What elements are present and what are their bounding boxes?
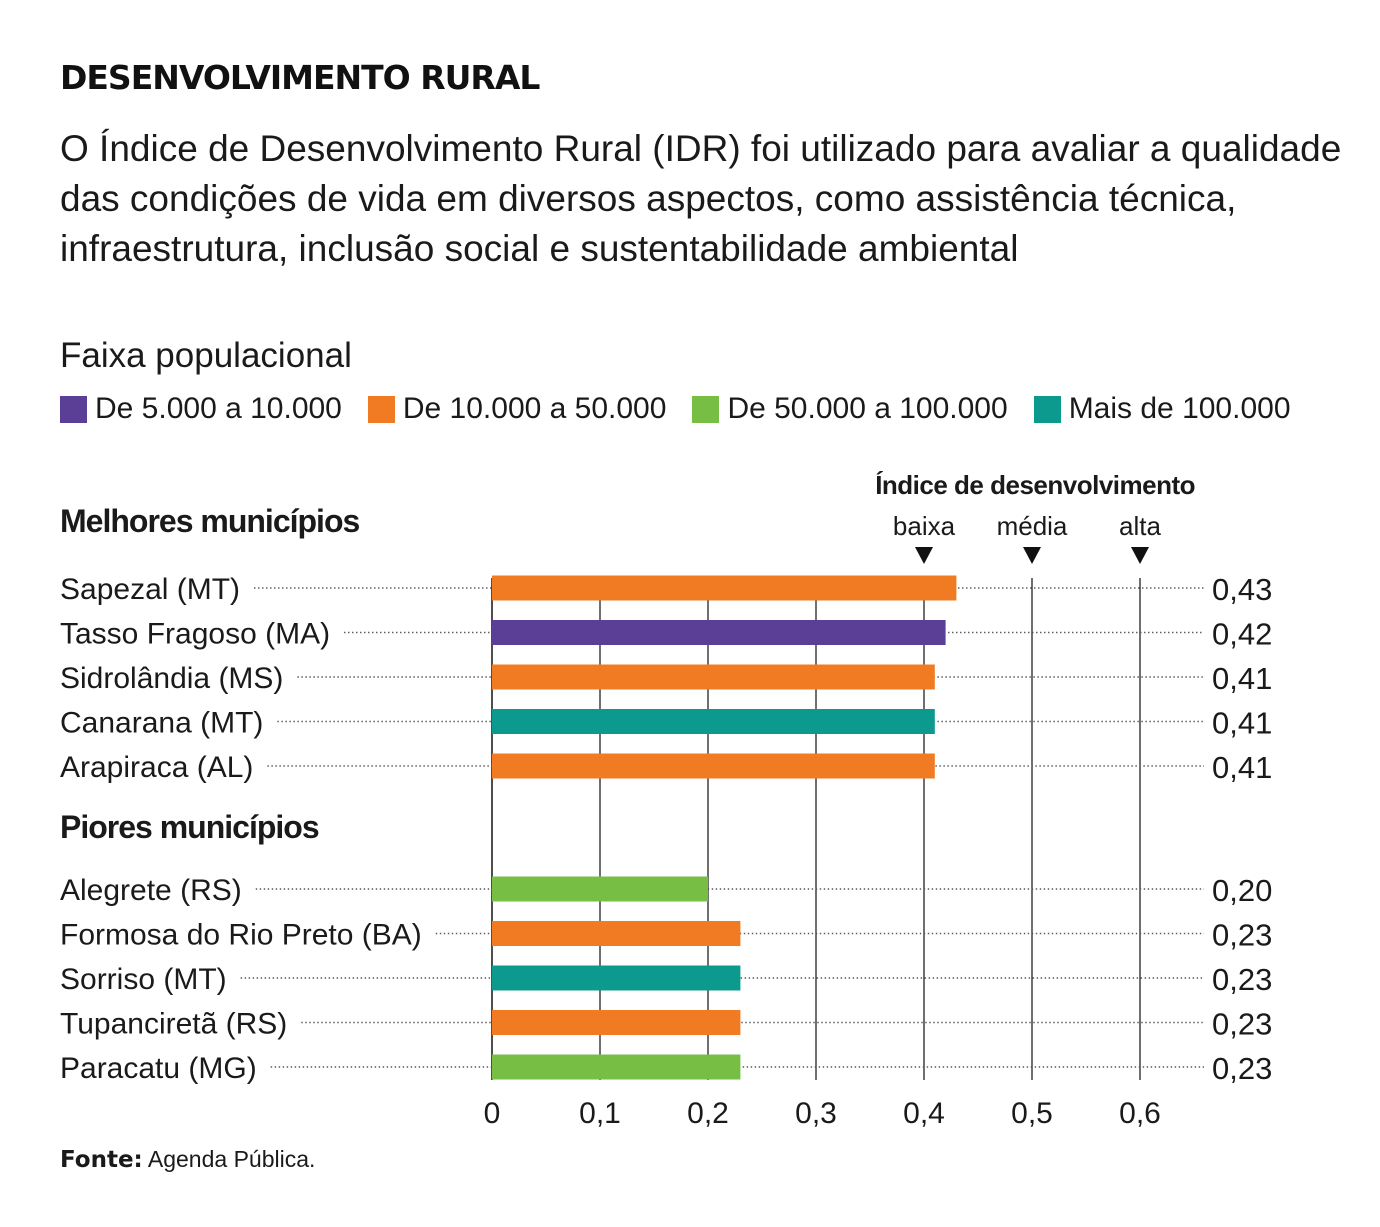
tick-label: 0,6 [1119,1097,1161,1130]
legend-label: De 5.000 a 10.000 [95,392,342,425]
bar [492,1054,741,1080]
bar-value-label: 0,41 [1212,661,1272,696]
marker-arrow [1023,547,1041,564]
bar [492,1010,741,1035]
legend-swatch [1033,395,1061,423]
legend-label: De 10.000 a 50.000 [402,392,667,425]
bar [492,620,946,645]
legend-swatch [367,395,395,423]
bar-value-label: 0,42 [1212,617,1272,652]
bar-value-label: 0,23 [1212,962,1272,997]
bar [492,876,708,902]
bar-value-label: 0,23 [1212,1007,1272,1042]
legend-swatch [60,395,87,423]
index-header: Índice de desenvolvimento [875,470,1195,500]
tick-label: 0,5 [1011,1097,1053,1130]
bar-value-label: 0,43 [1212,572,1272,607]
bar [492,753,935,779]
bar [492,575,957,601]
bar-label: Sorriso (MT) [60,963,227,996]
legend-label: Mais de 100.000 [1068,392,1291,425]
marker-label: baixa [893,511,956,541]
bar-value-label: 0,41 [1212,706,1272,741]
bar-label: Paracatu (MG) [60,1052,257,1085]
chart-title: DESENVOLVIMENTO RURAL [60,58,540,97]
bar [492,664,935,690]
tick-label: 0 [484,1097,501,1130]
bar [492,921,741,946]
source-prefix: Fonte: [60,1147,143,1173]
tick-label: 0,2 [687,1097,729,1130]
bar [492,709,935,734]
bar-label: Sapezal (MT) [60,573,240,606]
bar [492,965,741,991]
legend-item-5k-10k: De 5.000 a 10.000 [60,392,342,426]
group-title: Piores municípios [60,809,319,845]
bar-label: Canarana (MT) [60,707,263,740]
source-note: Fonte: Agenda Pública. [60,1146,315,1173]
chart-subtitle: O Índice de Desenvolvimento Rural (IDR) … [60,128,1342,269]
bar-chart: Índice de desenvolvimento baixa média alta M… [60,470,1272,1130]
tick-label: 0,3 [795,1097,837,1130]
legend-item-50k-100k: De 50.000 a 100.000 [692,392,1008,426]
group-title: Melhores municípios [60,503,359,539]
bar-value-label: 0,20 [1212,873,1272,908]
marker-label: média [997,511,1068,541]
tick-label: 0,4 [903,1097,945,1130]
legend-label: De 50.000 a 100.000 [727,392,1008,425]
legend-title: Faixa populacional [60,336,352,375]
bar-value-label: 0,41 [1212,750,1272,785]
bar-label: Sidrolândia (MS) [60,662,283,695]
bar-label: Alegrete (RS) [60,874,242,907]
legend-item-10k-50k: De 10.000 a 50.000 [367,392,667,426]
legend: De 5.000 a 10.000 De 10.000 a 50.000 De … [60,389,1317,429]
source-text: Agenda Pública. [147,1146,316,1172]
bar-value-label: 0,23 [1212,1051,1272,1086]
legend-swatch [692,395,720,423]
marker-label: alta [1119,511,1161,541]
marker-arrow [915,547,933,564]
legend-item-over-100k: Mais de 100.000 [1033,392,1291,426]
bar-label: Arapiraca (AL) [60,751,253,784]
bar-value-label: 0,23 [1212,918,1272,953]
tick-label: 0,1 [579,1097,621,1130]
marker-arrow [1131,547,1149,564]
bar-label: Tasso Fragoso (MA) [60,618,330,651]
bar-label: Formosa do Rio Preto (BA) [60,919,422,952]
bar-label: Tupanciretã (RS) [60,1008,287,1041]
